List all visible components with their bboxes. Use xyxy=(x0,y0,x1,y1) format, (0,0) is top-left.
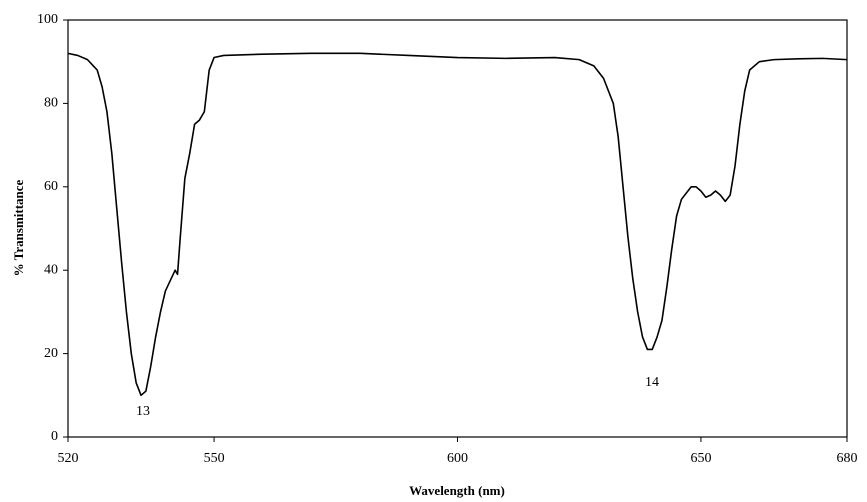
y-axis-label: % Transmittance xyxy=(11,179,26,276)
plot-frame xyxy=(67,19,848,438)
y-tick-label: 20 xyxy=(44,346,58,361)
annotation: 14 xyxy=(645,375,659,390)
x-axis-label: Wavelength (nm) xyxy=(409,483,505,498)
x-tick-label: 600 xyxy=(447,451,468,466)
y-tick-label: 40 xyxy=(44,262,58,277)
x-tick-label: 680 xyxy=(837,451,858,466)
y-tick-label: 80 xyxy=(44,96,58,111)
x-tick-label: 550 xyxy=(204,451,225,466)
data-line xyxy=(67,52,848,397)
x-tick-label: 650 xyxy=(690,451,711,466)
y-tick-label: 0 xyxy=(51,429,58,444)
annotation: 13 xyxy=(136,404,150,419)
y-tick-label: 60 xyxy=(44,179,58,194)
y-tick-label: 100 xyxy=(37,12,58,27)
x-tick-label: 520 xyxy=(58,451,79,466)
